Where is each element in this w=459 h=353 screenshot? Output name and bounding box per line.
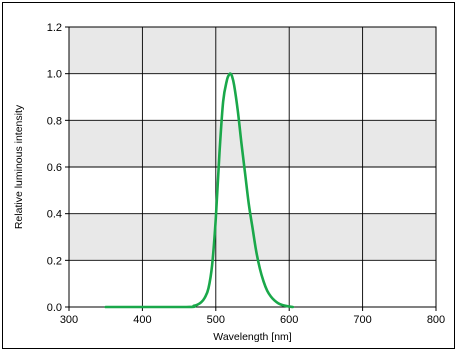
x-axis-title: Wavelength [nm] [213, 331, 291, 343]
plot-bands [69, 27, 436, 307]
plot-band [69, 167, 436, 214]
y-axis-title: Relative luminous intensity [13, 104, 25, 229]
x-tick-label: 800 [427, 314, 445, 326]
plot-band [69, 73, 436, 121]
x-tick-label: 600 [280, 314, 298, 326]
x-tick-label: 500 [207, 314, 225, 326]
x-tick-label: 700 [353, 314, 371, 326]
axis-ticks: 300 400 500 600 700 800 0.0 0.2 0.4 0.6 0.8 1.0 1.2 [47, 22, 445, 326]
y-tick-label: 1.2 [47, 22, 62, 34]
series-line-0 [104, 72, 295, 309]
series-group [104, 72, 295, 309]
x-tick-label: 400 [133, 314, 151, 326]
y-tick-label: 0.6 [47, 162, 62, 174]
grid-lines [69, 27, 436, 307]
plot-band [69, 120, 436, 167]
x-tick-label: 300 [60, 314, 78, 326]
y-tick-label: 0.0 [47, 302, 62, 314]
y-tick-label: 1.0 [47, 69, 62, 81]
y-tick-label: 0.4 [47, 209, 62, 221]
plot-band [69, 260, 436, 307]
y-tick-label: 0.8 [47, 115, 62, 127]
y-tick-label: 0.2 [47, 255, 62, 267]
plot-band [69, 27, 436, 74]
